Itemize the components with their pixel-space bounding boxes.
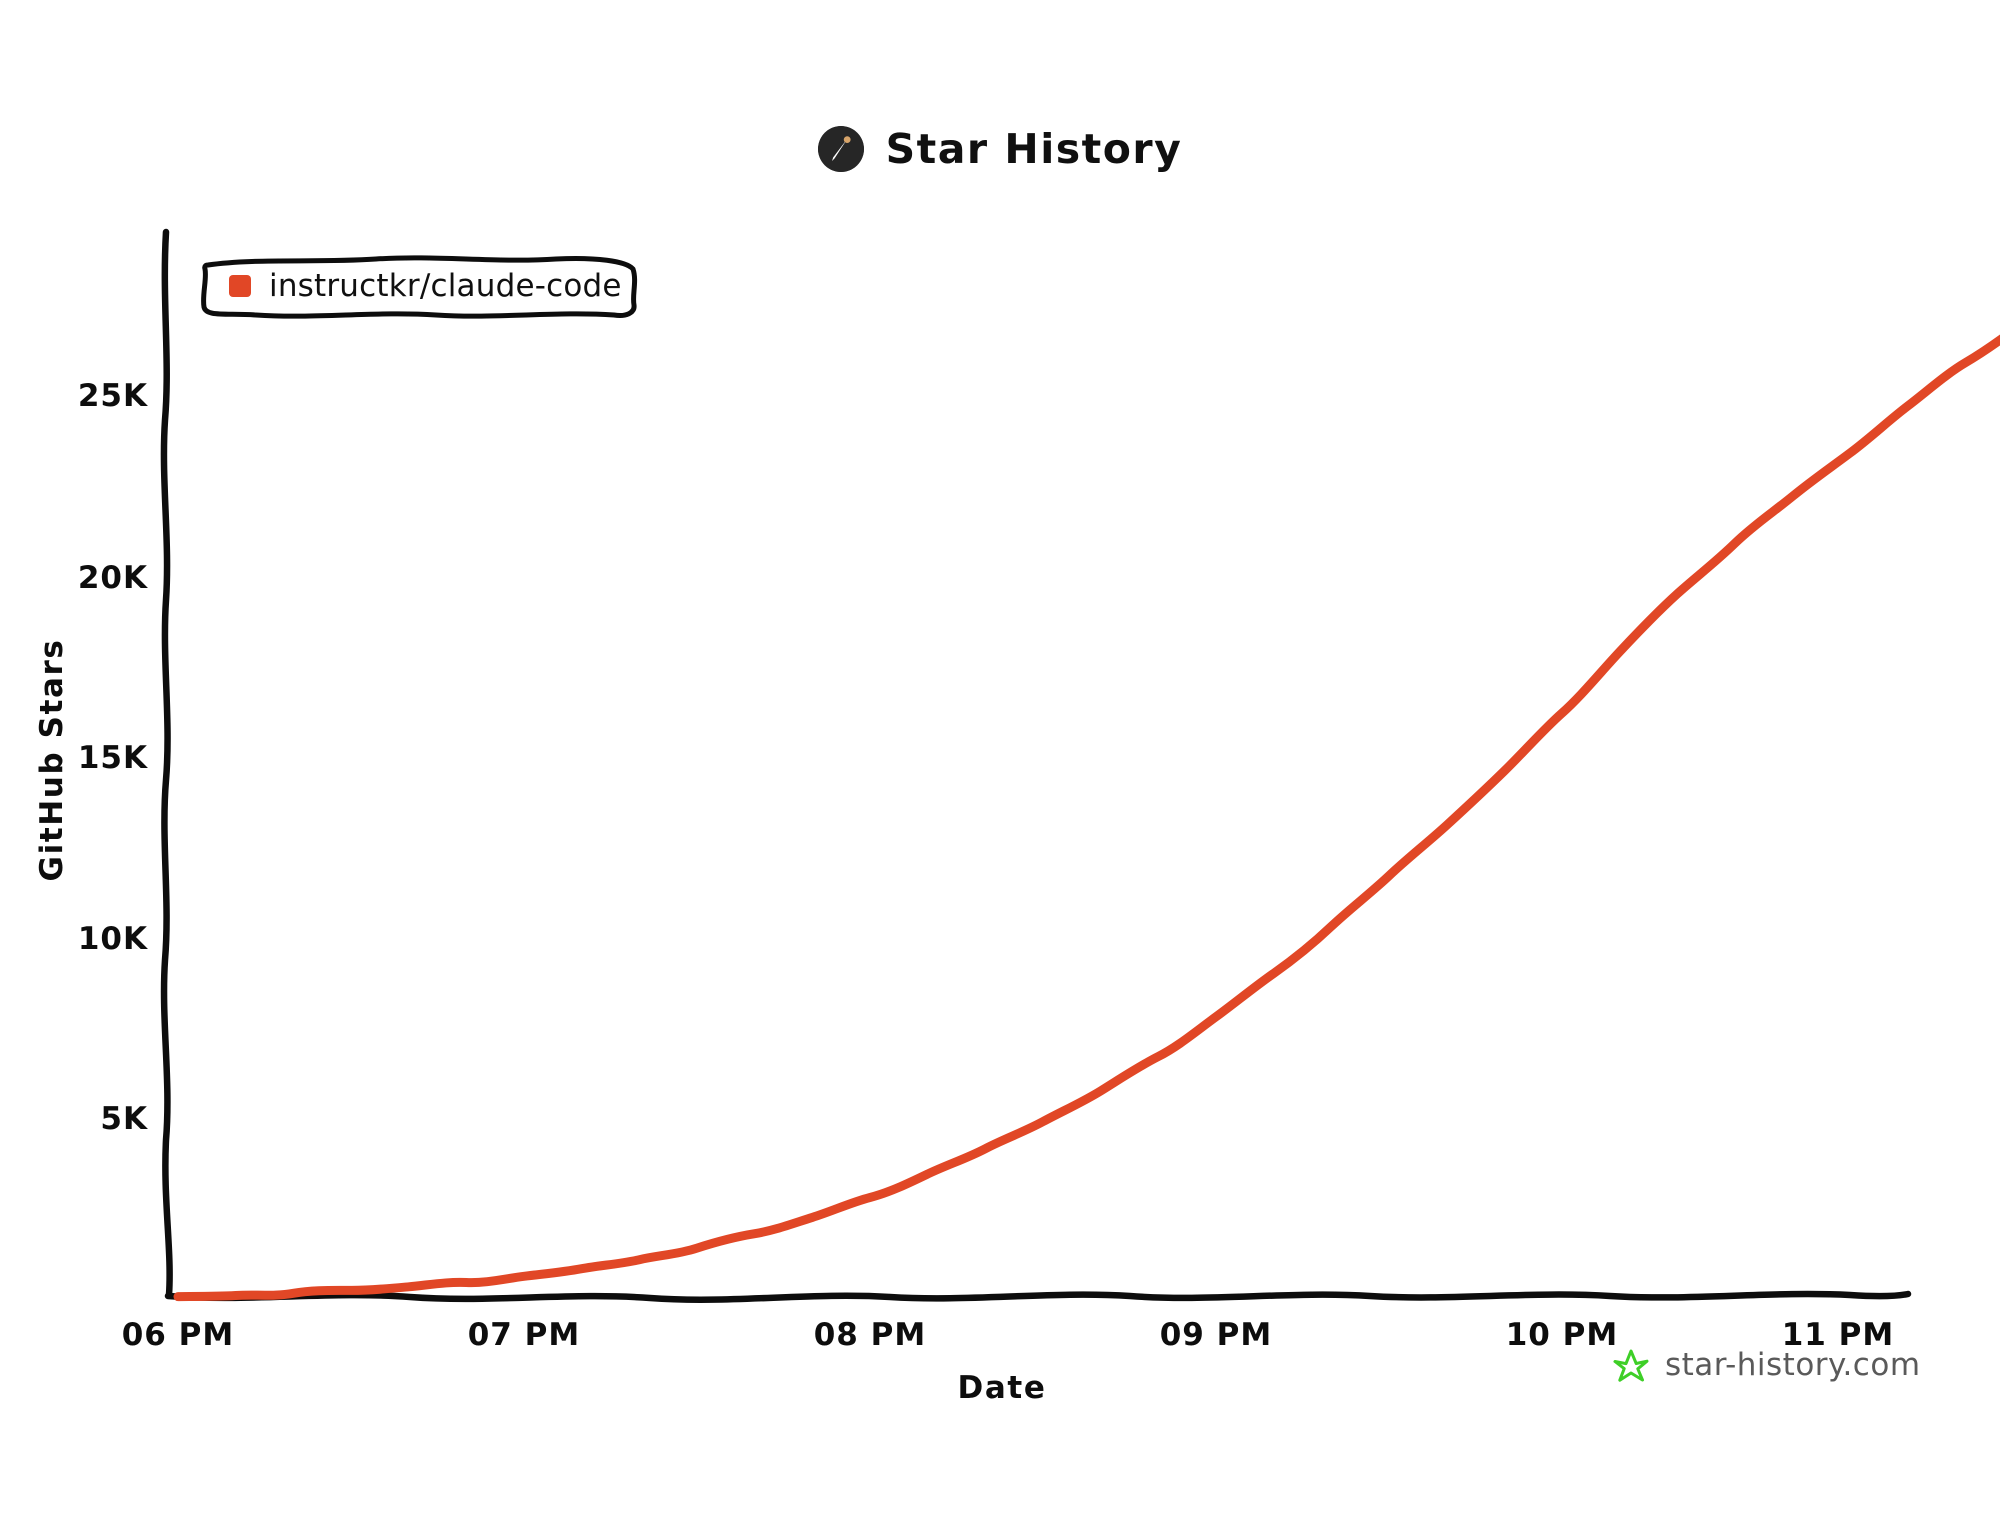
x-axis-title: Date: [958, 1370, 1047, 1406]
star-history-pen-logo-icon: [817, 126, 864, 172]
legend-color-swatch-icon: [229, 275, 251, 297]
y-tick-label-15k: 15K: [78, 740, 148, 776]
x-tick-label-10pm: 10 PM: [1506, 1317, 1619, 1353]
watermark[interactable]: star-history.com: [1613, 1347, 1921, 1383]
legend-label-instructkr-claude-code: instructkr/claude-code: [269, 268, 622, 304]
x-axis-line: [164, 1290, 1912, 1303]
legend-frame: [201, 255, 638, 319]
y-tick-label-5k: 5K: [100, 1101, 148, 1137]
y-axis-title: GitHub Stars: [34, 639, 70, 882]
x-tick-label-09pm: 09 PM: [1160, 1317, 1273, 1353]
page-title: Star History: [885, 124, 1183, 173]
x-tick-label-07pm: 07 PM: [468, 1317, 581, 1353]
x-tick-label-06pm: 06 PM: [122, 1317, 235, 1353]
y-tick-label-10k: 10K: [78, 921, 148, 957]
y-tick-label-25k: 25K: [78, 378, 148, 414]
chart-title-block: Star History: [0, 126, 2000, 172]
watermark-text: star-history.com: [1665, 1347, 1921, 1383]
green-star-icon: [1613, 1349, 1649, 1382]
y-tick-label-20k: 20K: [78, 560, 148, 596]
x-tick-label-08pm: 08 PM: [814, 1317, 927, 1353]
data-line-instructkr-claude-code: [173, 334, 2000, 1302]
legend-entry-row: instructkr/claude-code: [196, 249, 644, 323]
chart-legend[interactable]: instructkr/claude-code: [196, 249, 644, 323]
x-tick-label-11pm: 11 PM: [1782, 1317, 1895, 1353]
y-axis-line: [160, 228, 173, 1299]
